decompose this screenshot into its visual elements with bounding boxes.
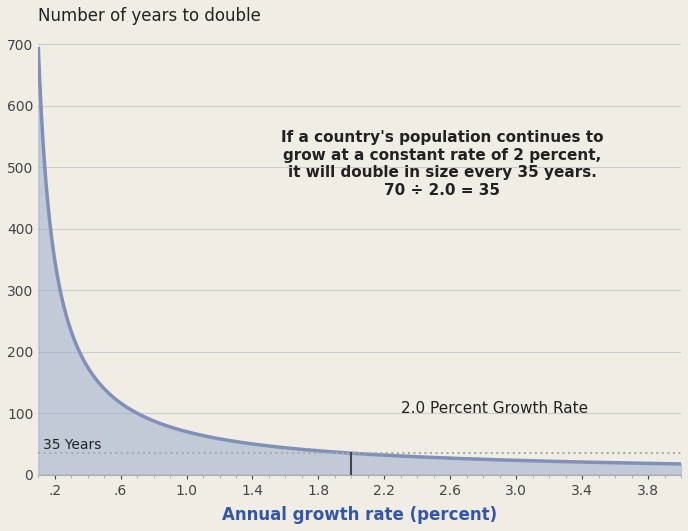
X-axis label: Annual growth rate (percent): Annual growth rate (percent) [222,506,497,524]
Text: 35 Years: 35 Years [43,438,102,452]
Text: Number of years to double: Number of years to double [38,7,261,25]
Text: 2.0 Percent Growth Rate: 2.0 Percent Growth Rate [401,401,588,416]
Text: If a country's population continues to
grow at a constant rate of 2 percent,
it : If a country's population continues to g… [281,131,603,198]
